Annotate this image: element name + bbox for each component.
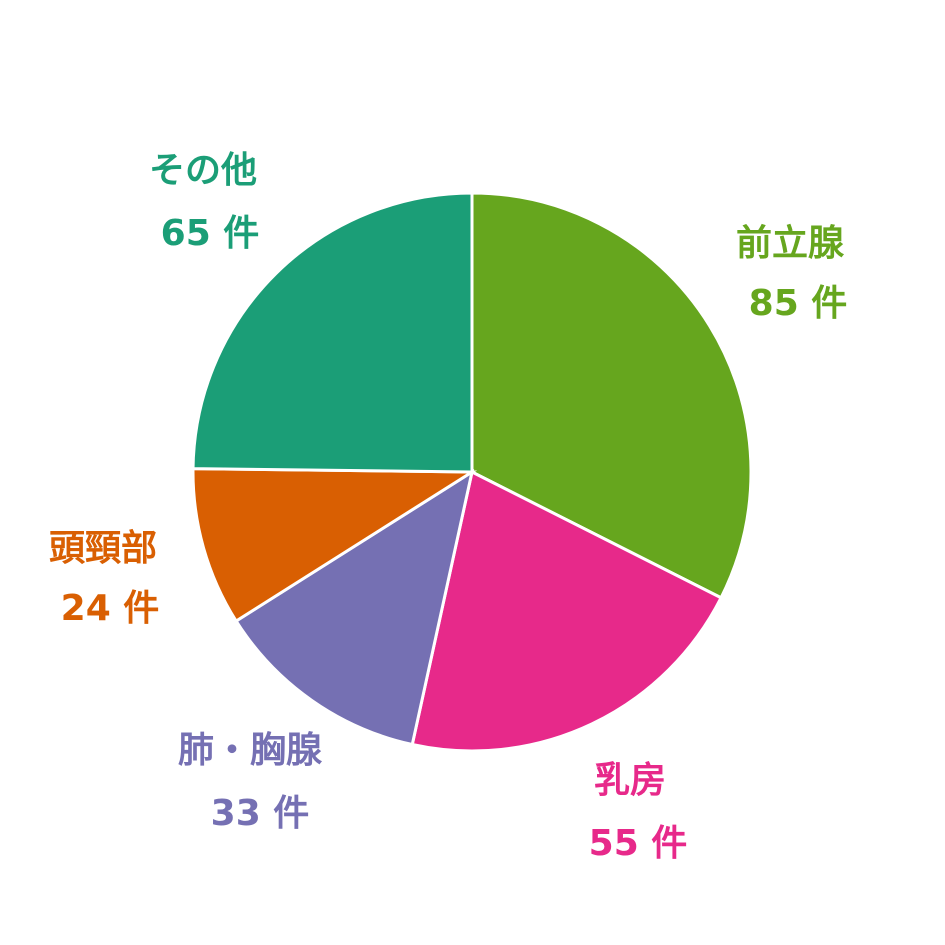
slice-label: 乳房 bbox=[594, 760, 666, 801]
value-label: 85 件 bbox=[749, 283, 848, 324]
value-label: 24 件 bbox=[61, 588, 160, 629]
pie-slice bbox=[234, 468, 475, 747]
slice-label: 頭頸部 bbox=[49, 528, 157, 569]
pie-slice bbox=[470, 191, 753, 600]
slice-label: 肺・胸腺 bbox=[178, 730, 323, 771]
value-label: 33 件 bbox=[211, 793, 310, 834]
pie-slice bbox=[191, 467, 478, 624]
pie-slice bbox=[191, 191, 474, 474]
pie-slice bbox=[410, 469, 724, 753]
slice-label: 前立腺 bbox=[736, 223, 845, 264]
value-label: 65 件 bbox=[161, 213, 260, 254]
slice-label: その他 bbox=[149, 150, 257, 191]
value-label: 55 件 bbox=[589, 823, 688, 864]
